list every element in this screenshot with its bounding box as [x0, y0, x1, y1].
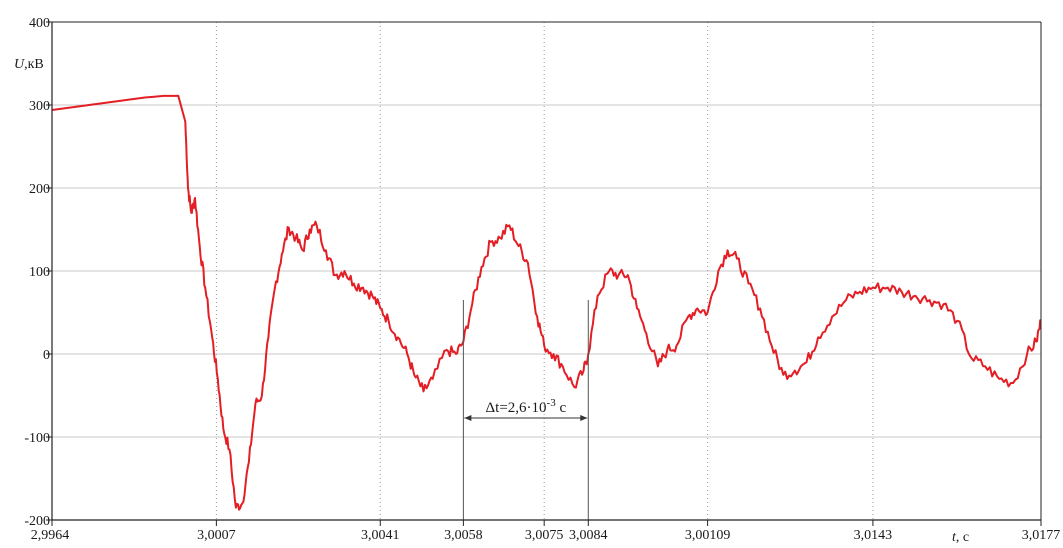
x-axis-variable: t: [952, 530, 957, 545]
x-tick-label: 2,9964: [31, 528, 70, 543]
x-tick-label: 3,0075: [525, 528, 564, 543]
y-axis-unit: ,кВ: [24, 57, 44, 72]
interval-label: Δt=2,6·10-3 с: [486, 397, 567, 416]
y-tick-labels: -200 -100 0 100 200 300 400: [24, 16, 50, 529]
y-axis-variable: U: [14, 57, 25, 72]
interval-arrowhead-right: [580, 415, 588, 421]
series-layer: [51, 94, 1042, 511]
y-tick-label: 100: [29, 265, 50, 280]
y-tick-label: -100: [24, 431, 50, 446]
y-tick-label: 400: [29, 16, 50, 31]
x-tick-label: 3,0058: [444, 528, 483, 543]
interval-arrowhead-left: [464, 415, 472, 421]
x-tick-label: 3,0007: [197, 528, 236, 543]
grid: [52, 22, 1041, 520]
axes: [46, 21, 1042, 526]
x-axis-unit: , с: [956, 530, 969, 545]
x-tick-label: 3,0177: [1022, 528, 1061, 543]
x-tick-label: 3,0084: [569, 528, 608, 543]
x-tick-label: 3,00109: [685, 528, 731, 543]
x-tick-label: 3,0041: [361, 528, 400, 543]
annotation-layer: Δt=2,6·10-3 с: [462, 300, 589, 520]
y-tick-label: -200: [24, 514, 50, 529]
x-axis-label: t, с: [952, 530, 969, 545]
y-tick-label: 300: [29, 99, 50, 114]
y-tick-label: 0: [43, 348, 50, 363]
y-tick-label: 200: [29, 182, 50, 197]
y-axis-label: U,кВ: [14, 57, 44, 72]
x-tick-labels: 2,9964 3,0007 3,0041 3,0058 3,0075 3,0084 3,00…: [31, 528, 1061, 543]
series-line: [51, 94, 1042, 511]
x-tick-label: 3,0143: [854, 528, 893, 543]
